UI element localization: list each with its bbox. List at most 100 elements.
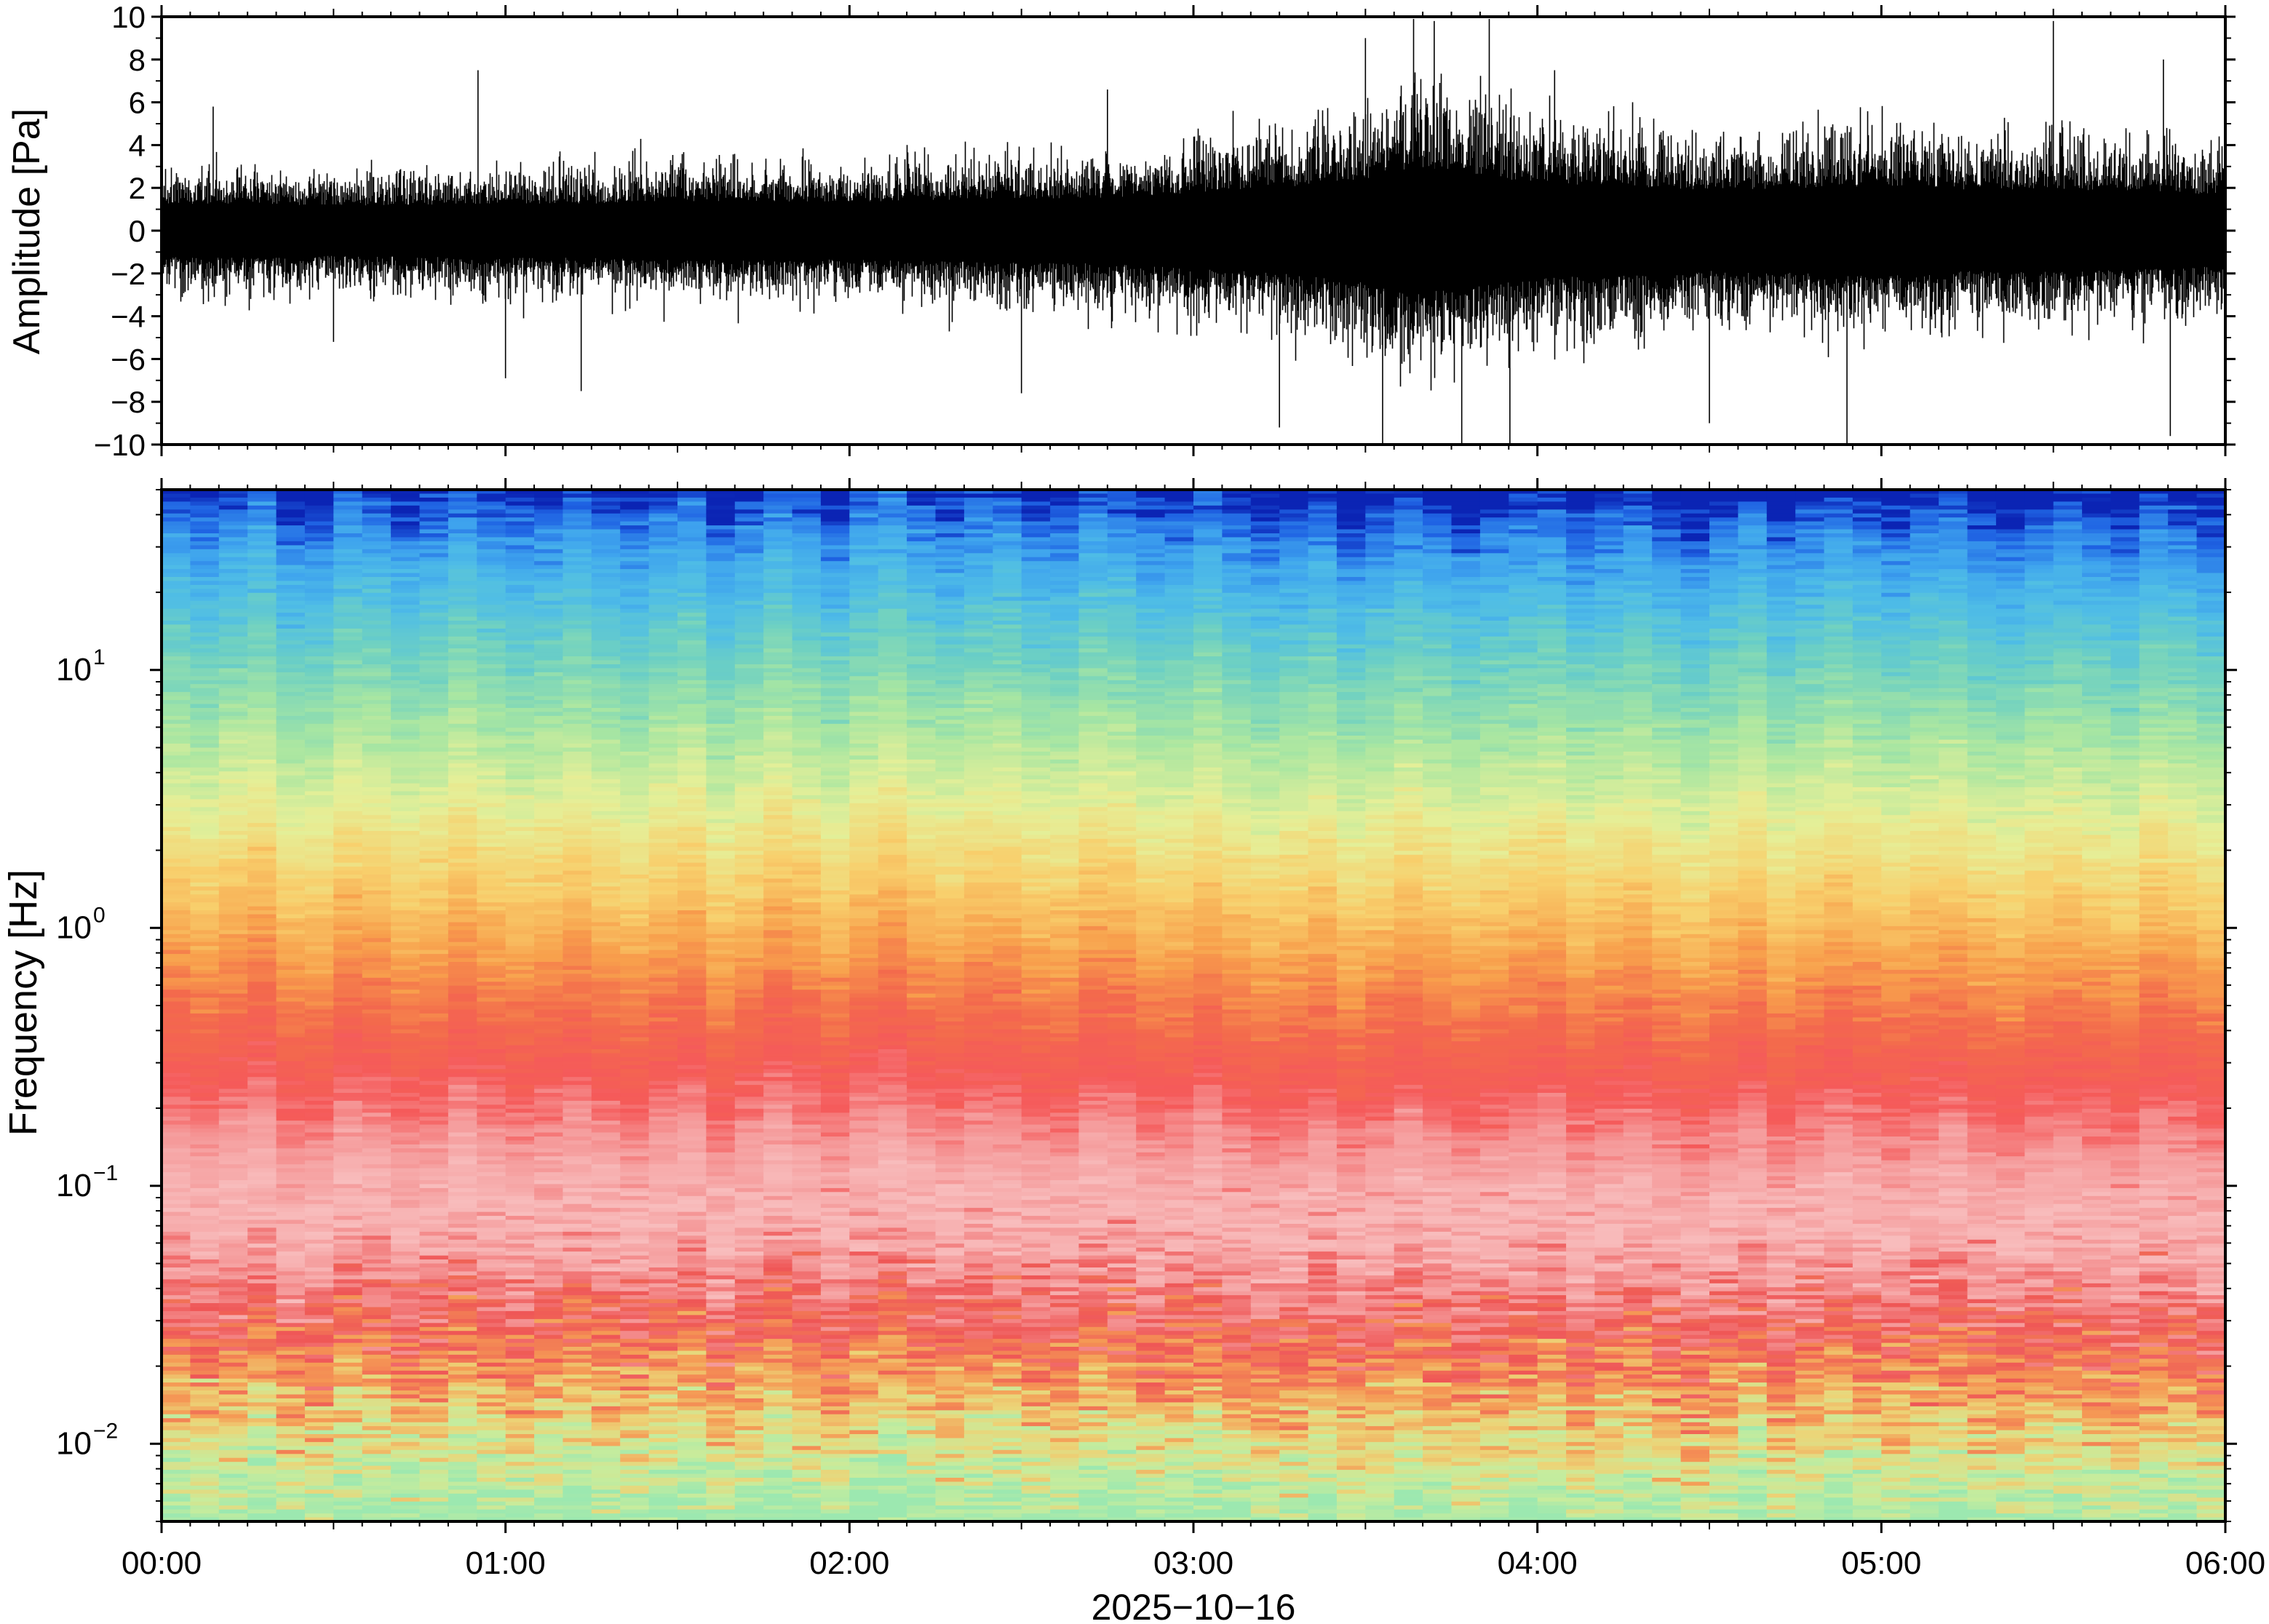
spectrogram-cell <box>419 1267 449 1273</box>
spectrogram-cell <box>505 1116 535 1121</box>
spectrogram-cell <box>505 870 535 875</box>
spectrogram-cell <box>391 1434 421 1439</box>
spectrogram-cell <box>190 1473 220 1478</box>
spectrogram-cell <box>304 1426 334 1431</box>
spectrogram-cell <box>591 1497 621 1502</box>
spectrogram-cell <box>534 922 564 927</box>
spectrogram-cell <box>391 1275 421 1280</box>
spectrogram-cell <box>333 958 363 963</box>
spectrogram-cell <box>190 859 220 864</box>
spectrogram-cell <box>419 621 449 626</box>
spectrogram-cell <box>534 1310 564 1315</box>
spectrogram-cell <box>419 1211 449 1217</box>
spectrogram-cell <box>276 1029 306 1034</box>
spectrogram-cell <box>534 1093 564 1098</box>
spectrogram-cell <box>190 898 220 903</box>
spectrogram-cell <box>648 846 678 851</box>
spectrogram-cell <box>276 573 306 578</box>
spectrogram-cell <box>391 1315 421 1320</box>
spectrogram-cell <box>362 525 392 530</box>
spectrogram-cell <box>304 1462 334 1467</box>
spectrogram-cell <box>419 795 449 800</box>
spectrogram-cell <box>162 767 191 772</box>
spectrogram-cell <box>247 644 277 649</box>
spectrogram-cell <box>304 755 334 760</box>
spectrogram-cell <box>276 1219 306 1225</box>
spectrogram-cell <box>391 890 421 895</box>
spectrogram-cell <box>190 747 220 752</box>
spectrogram-cell <box>247 1366 277 1372</box>
spectrogram-cell <box>620 1172 650 1177</box>
spectrogram-cell <box>190 608 220 613</box>
spectrogram-cell <box>419 1176 449 1181</box>
spectrogram-cell <box>304 561 334 566</box>
spectrogram-cell <box>362 1001 392 1006</box>
spectrogram-cell <box>247 922 277 927</box>
spectrogram-cell <box>162 799 191 804</box>
spectrogram-cell <box>391 1497 421 1502</box>
spectrogram-cell <box>362 1077 392 1082</box>
spectrogram-cell <box>362 517 392 522</box>
spectrogram-cell <box>648 1334 678 1340</box>
spectrogram-cell <box>620 875 650 880</box>
spectrogram-cell <box>591 1132 621 1137</box>
spectrogram-cell <box>304 577 334 582</box>
spectrogram-cell <box>218 1382 248 1388</box>
spectrogram-cell <box>162 1247 191 1252</box>
spectrogram-cell <box>190 1069 220 1074</box>
spectrogram-cell <box>276 525 306 530</box>
spectrogram-cell <box>448 910 477 915</box>
spectrogram-cell <box>620 541 650 546</box>
spectrogram-cell <box>218 827 248 832</box>
spectrogram-cell <box>247 1176 277 1181</box>
spectrogram-cell <box>362 1449 392 1454</box>
spectrogram-cell <box>362 664 392 669</box>
spectrogram-cell <box>534 1001 564 1006</box>
spectrogram-cell <box>563 914 592 919</box>
spectrogram-cell <box>333 1184 363 1189</box>
spectrogram-cell <box>190 787 220 792</box>
spectrogram-cell <box>648 851 678 856</box>
spectrogram-cell <box>448 1370 477 1375</box>
spectrogram-cell <box>190 652 220 657</box>
spectrogram-cell <box>362 1347 392 1352</box>
spectrogram-cell <box>648 672 678 677</box>
spectrogram-cell <box>419 969 449 974</box>
spectrogram-cell <box>247 1517 277 1521</box>
spectrogram-cell <box>362 1056 392 1062</box>
spectrogram-cell <box>276 958 306 963</box>
spectrogram-cell <box>333 898 363 903</box>
spectrogram-cell <box>477 739 506 744</box>
spectrogram-cell <box>391 958 421 963</box>
spectrogram-cell <box>362 862 392 867</box>
spectrogram-cell <box>362 652 392 657</box>
spectrogram-cell <box>477 664 506 669</box>
spectrogram-cell <box>190 624 220 629</box>
spectrogram-cell <box>620 1121 650 1126</box>
spectrogram-cell <box>391 795 421 800</box>
spectrogram-cell <box>448 831 477 836</box>
spectrogram-cell <box>333 1235 363 1241</box>
spectrogram-cell <box>419 680 449 685</box>
spectrogram-cell <box>276 854 306 859</box>
spectrogram-cell <box>620 656 650 661</box>
spectrogram-cell <box>648 977 678 982</box>
spectrogram-cell <box>419 1239 449 1244</box>
spectrogram-cell <box>563 537 592 542</box>
spectrogram-cell <box>448 823 477 828</box>
spectrogram-cell <box>247 1132 277 1137</box>
spectrogram-cell <box>333 878 363 883</box>
spectrogram-cell <box>419 1318 449 1324</box>
spectrogram-cell <box>534 1287 564 1292</box>
spectrogram-cell <box>591 1354 621 1359</box>
spectrogram-cell <box>247 1255 277 1260</box>
spectrogram-cell <box>304 799 334 804</box>
spectrogram-cell <box>218 1402 248 1407</box>
spectrogram-cell <box>247 985 277 990</box>
spectrogram-cell <box>276 1418 306 1423</box>
spectrogram-cell <box>247 878 277 883</box>
spectrogram-cell <box>620 1513 650 1518</box>
spectrogram-cell <box>362 1291 392 1296</box>
spectrogram-cell <box>563 1271 592 1276</box>
